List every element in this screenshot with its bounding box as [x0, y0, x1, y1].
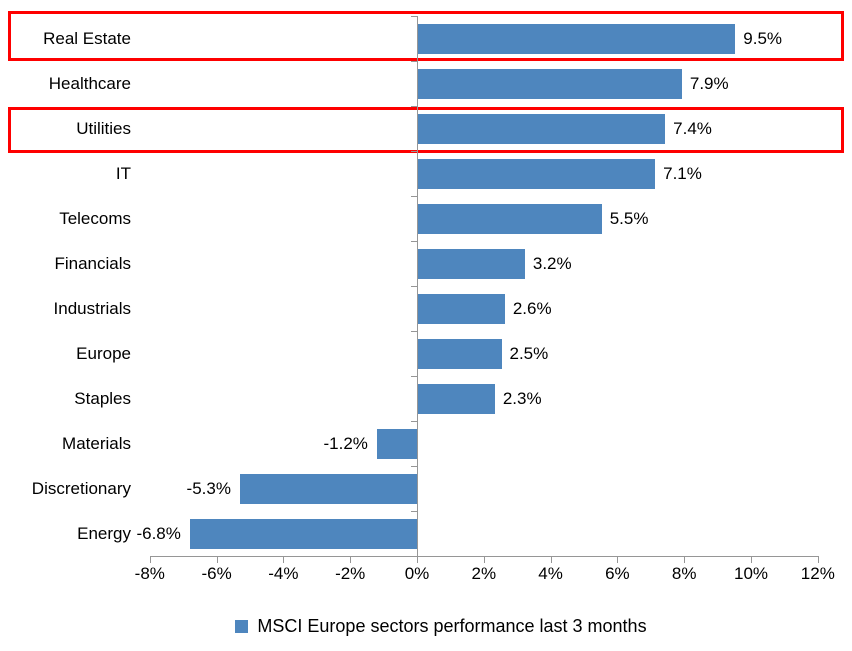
x-tick-label: -6%: [201, 564, 232, 583]
bar: [418, 113, 666, 144]
bar: [376, 428, 417, 459]
category-label: Telecoms: [59, 208, 131, 228]
highlight-box-real-estate: [8, 11, 844, 61]
value-label: 5.5%: [609, 208, 649, 228]
x-tick-label: -2%: [335, 564, 366, 583]
x-tick-mark: [216, 557, 218, 563]
x-tick-mark: [149, 557, 151, 563]
x-tick-label: 4%: [538, 564, 563, 583]
value-label: -1.2%: [323, 433, 368, 453]
value-label: -5.3%: [186, 478, 231, 498]
y-tick-mark: [411, 241, 417, 242]
y-tick-mark: [411, 466, 417, 467]
category-label: Real Estate: [43, 28, 131, 48]
x-tick-mark: [283, 557, 285, 563]
y-tick-mark: [411, 421, 417, 422]
value-label: 3.2%: [532, 253, 572, 273]
category-label: Healthcare: [48, 73, 131, 93]
category-label: Discretionary: [31, 478, 131, 498]
x-tick-label: 12%: [800, 564, 835, 583]
bar: [239, 473, 417, 504]
bar: [418, 158, 656, 189]
bar: [418, 338, 502, 369]
y-tick-mark: [411, 196, 417, 197]
bar: [189, 518, 417, 549]
y-axis-line: [417, 16, 418, 556]
category-label: IT: [115, 163, 131, 183]
x-tick-mark: [483, 557, 485, 563]
category-label: Materials: [62, 433, 131, 453]
category-label: Energy: [77, 523, 131, 543]
category-label: Europe: [76, 343, 131, 363]
x-tick-mark: [751, 557, 752, 563]
value-label: 2.5%: [509, 343, 549, 363]
x-tick-label: -4%: [268, 564, 299, 583]
value-label: 7.1%: [663, 163, 702, 183]
bar: [418, 23, 736, 54]
bar: [418, 203, 602, 234]
bar: [418, 248, 525, 279]
y-tick-mark: [411, 511, 417, 512]
x-tick-label: 0%: [404, 564, 430, 583]
x-tick-label: 8%: [671, 564, 697, 583]
y-tick-mark: [411, 61, 417, 62]
category-label: Staples: [74, 388, 131, 408]
bar: [418, 293, 505, 324]
x-tick-mark: [817, 557, 819, 563]
category-label: Industrials: [53, 298, 131, 318]
category-label: Financials: [54, 253, 131, 273]
y-tick-mark: [411, 286, 417, 287]
category-label: Utilities: [76, 118, 131, 138]
y-tick-mark: [411, 106, 417, 107]
x-tick-mark: [617, 557, 619, 563]
value-label: -6.8%: [136, 523, 181, 543]
value-label: 9.5%: [743, 28, 783, 48]
value-label: 2.6%: [512, 298, 552, 318]
value-label: 2.3%: [502, 388, 542, 408]
y-tick-mark: [411, 376, 417, 377]
y-tick-mark: [411, 151, 417, 152]
y-tick-mark: [411, 16, 417, 17]
y-tick-mark: [411, 331, 417, 332]
x-tick-mark: [550, 557, 552, 563]
legend-swatch-icon: [235, 619, 249, 633]
value-label: 7.4%: [673, 118, 712, 138]
bar: [418, 383, 495, 414]
x-tick-label: 2%: [471, 564, 497, 583]
highlight-box-utilities: [8, 107, 844, 153]
x-tick-label: 10%: [733, 564, 769, 583]
value-label: 7.9%: [689, 73, 729, 93]
x-axis-line: [149, 556, 819, 557]
bar: [418, 68, 682, 99]
x-tick-label: -8%: [134, 564, 165, 583]
x-tick-mark: [684, 557, 686, 563]
legend: MSCI Europe sectors performance last 3 m…: [15, 612, 852, 640]
legend-label: MSCI Europe sectors performance last 3 m…: [257, 616, 647, 636]
x-tick-mark: [350, 557, 352, 563]
x-tick-label: 6%: [605, 564, 630, 583]
x-tick-mark: [417, 557, 418, 563]
